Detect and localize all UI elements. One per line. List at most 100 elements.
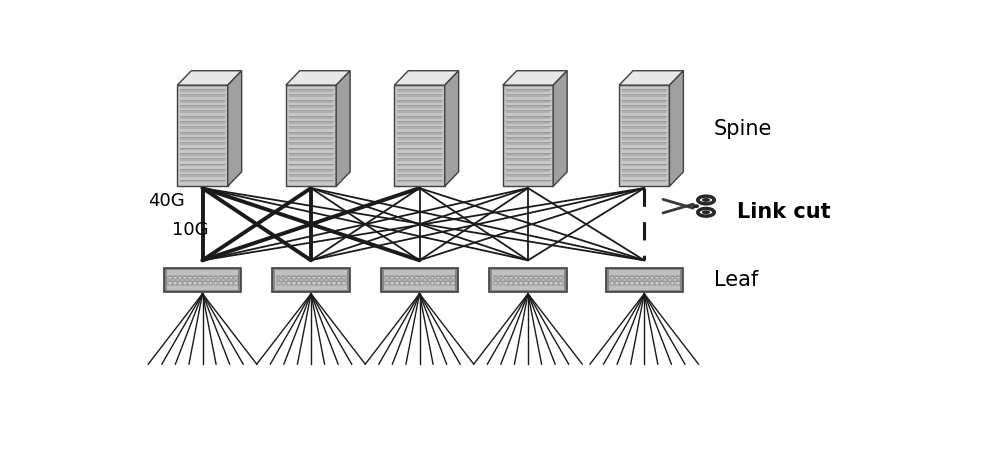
Bar <box>421 281 424 282</box>
Bar <box>337 281 341 285</box>
Bar <box>287 281 291 285</box>
Bar <box>622 106 666 108</box>
Bar <box>401 276 403 277</box>
Bar <box>289 132 333 135</box>
Bar <box>640 276 644 279</box>
Bar <box>193 281 197 285</box>
Bar <box>545 281 547 282</box>
Bar <box>504 281 508 285</box>
Bar <box>622 153 666 156</box>
Bar <box>506 127 550 129</box>
Bar <box>540 281 542 282</box>
Bar <box>415 276 419 279</box>
Bar <box>397 127 442 129</box>
Bar <box>292 276 296 279</box>
Bar <box>289 143 333 145</box>
Bar <box>193 276 197 279</box>
Bar <box>514 276 518 279</box>
Bar <box>514 281 518 285</box>
Polygon shape <box>669 71 683 186</box>
Bar <box>431 276 434 277</box>
Bar <box>198 276 202 279</box>
Bar <box>386 276 388 277</box>
Bar <box>397 106 442 108</box>
Bar <box>506 132 550 135</box>
Polygon shape <box>619 71 683 85</box>
Bar <box>322 276 326 279</box>
Bar <box>332 276 336 279</box>
Bar <box>180 127 225 129</box>
Bar <box>384 270 455 290</box>
Bar <box>451 276 455 279</box>
Bar <box>386 281 388 282</box>
Bar <box>676 276 680 279</box>
Bar <box>610 281 614 285</box>
Bar <box>671 281 674 285</box>
Bar <box>317 281 321 285</box>
Bar <box>504 276 507 277</box>
Bar <box>169 281 171 282</box>
Bar <box>169 276 171 277</box>
Bar <box>640 281 644 285</box>
Polygon shape <box>286 71 350 85</box>
Bar <box>544 281 548 285</box>
Bar <box>530 281 532 282</box>
Bar <box>397 153 442 156</box>
Bar <box>397 95 442 97</box>
Bar <box>494 276 497 277</box>
Bar <box>397 148 442 151</box>
Bar <box>520 276 522 277</box>
Bar <box>180 111 225 113</box>
Polygon shape <box>228 71 242 186</box>
Bar <box>289 100 333 103</box>
Bar <box>421 276 424 277</box>
Bar <box>180 90 225 92</box>
Bar <box>397 137 442 140</box>
Bar <box>199 281 202 282</box>
Bar <box>499 276 502 277</box>
Text: Leaf: Leaf <box>714 270 758 290</box>
Bar <box>661 281 664 282</box>
Bar <box>327 276 331 279</box>
Bar <box>199 276 202 277</box>
Bar <box>289 127 333 129</box>
Bar <box>636 276 638 277</box>
Bar <box>621 281 623 282</box>
Bar <box>289 159 333 161</box>
Bar <box>381 268 458 292</box>
Bar <box>656 281 658 282</box>
FancyBboxPatch shape <box>394 85 445 186</box>
Bar <box>622 137 666 140</box>
Bar <box>436 276 439 277</box>
Bar <box>203 276 207 279</box>
Bar <box>180 174 225 177</box>
Bar <box>534 281 538 285</box>
Bar <box>442 281 444 282</box>
Bar <box>560 276 562 277</box>
Bar <box>174 276 176 277</box>
Bar <box>180 95 225 97</box>
FancyBboxPatch shape <box>286 85 336 186</box>
Bar <box>671 276 674 279</box>
Bar <box>397 90 442 92</box>
Bar <box>219 276 223 279</box>
Bar <box>397 143 442 145</box>
Bar <box>391 281 393 282</box>
Bar <box>180 164 225 166</box>
Bar <box>622 132 666 135</box>
Bar <box>442 276 444 277</box>
Bar <box>622 180 666 182</box>
Bar <box>622 116 666 119</box>
Bar <box>313 281 315 282</box>
Bar <box>549 281 553 285</box>
Bar <box>297 276 301 279</box>
Bar <box>194 276 196 277</box>
Text: Link cut: Link cut <box>737 202 831 221</box>
Bar <box>416 281 419 282</box>
Bar <box>426 276 429 277</box>
Bar <box>506 121 550 124</box>
Bar <box>410 281 414 285</box>
Bar <box>506 137 550 140</box>
Bar <box>397 132 442 135</box>
Bar <box>313 276 315 277</box>
